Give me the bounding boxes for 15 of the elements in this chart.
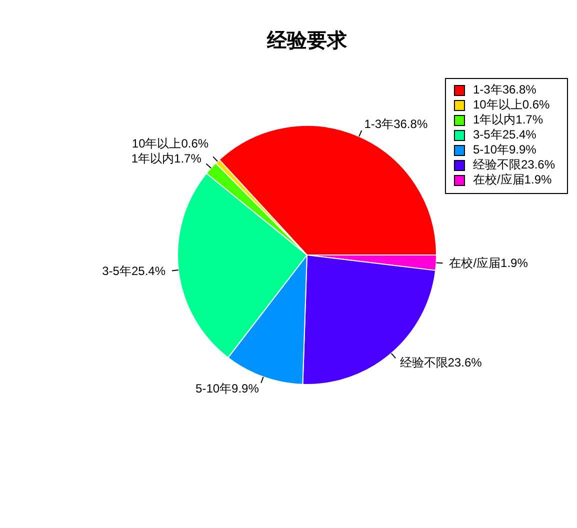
legend-label: 10年以上0.6%	[472, 97, 550, 112]
slice-label: 5-10年9.9%	[196, 381, 260, 396]
legend-label: 1年以内1.7%	[472, 112, 544, 126]
legend-label: 1-3年36.8%	[472, 82, 537, 96]
slice-label: 1-3年36.8%	[364, 116, 428, 131]
slice-label: 3-5年25.4%	[102, 264, 166, 278]
slice-label: 10年以上0.6%	[132, 136, 209, 151]
legend-label: 在校/应届1.9%	[472, 172, 552, 186]
slice-label: 1年以内1.7%	[131, 152, 202, 166]
legend-label: 5-10年9.9%	[472, 142, 537, 156]
chart-title: 经验要求	[266, 29, 348, 52]
legend-label: 经验不限23.6%	[472, 157, 556, 172]
legend-label: 3-5年25.4%	[472, 127, 537, 142]
slice-label: 在校/应届1.9%	[449, 256, 528, 270]
slice-label: 经验不限23.6%	[400, 355, 482, 370]
